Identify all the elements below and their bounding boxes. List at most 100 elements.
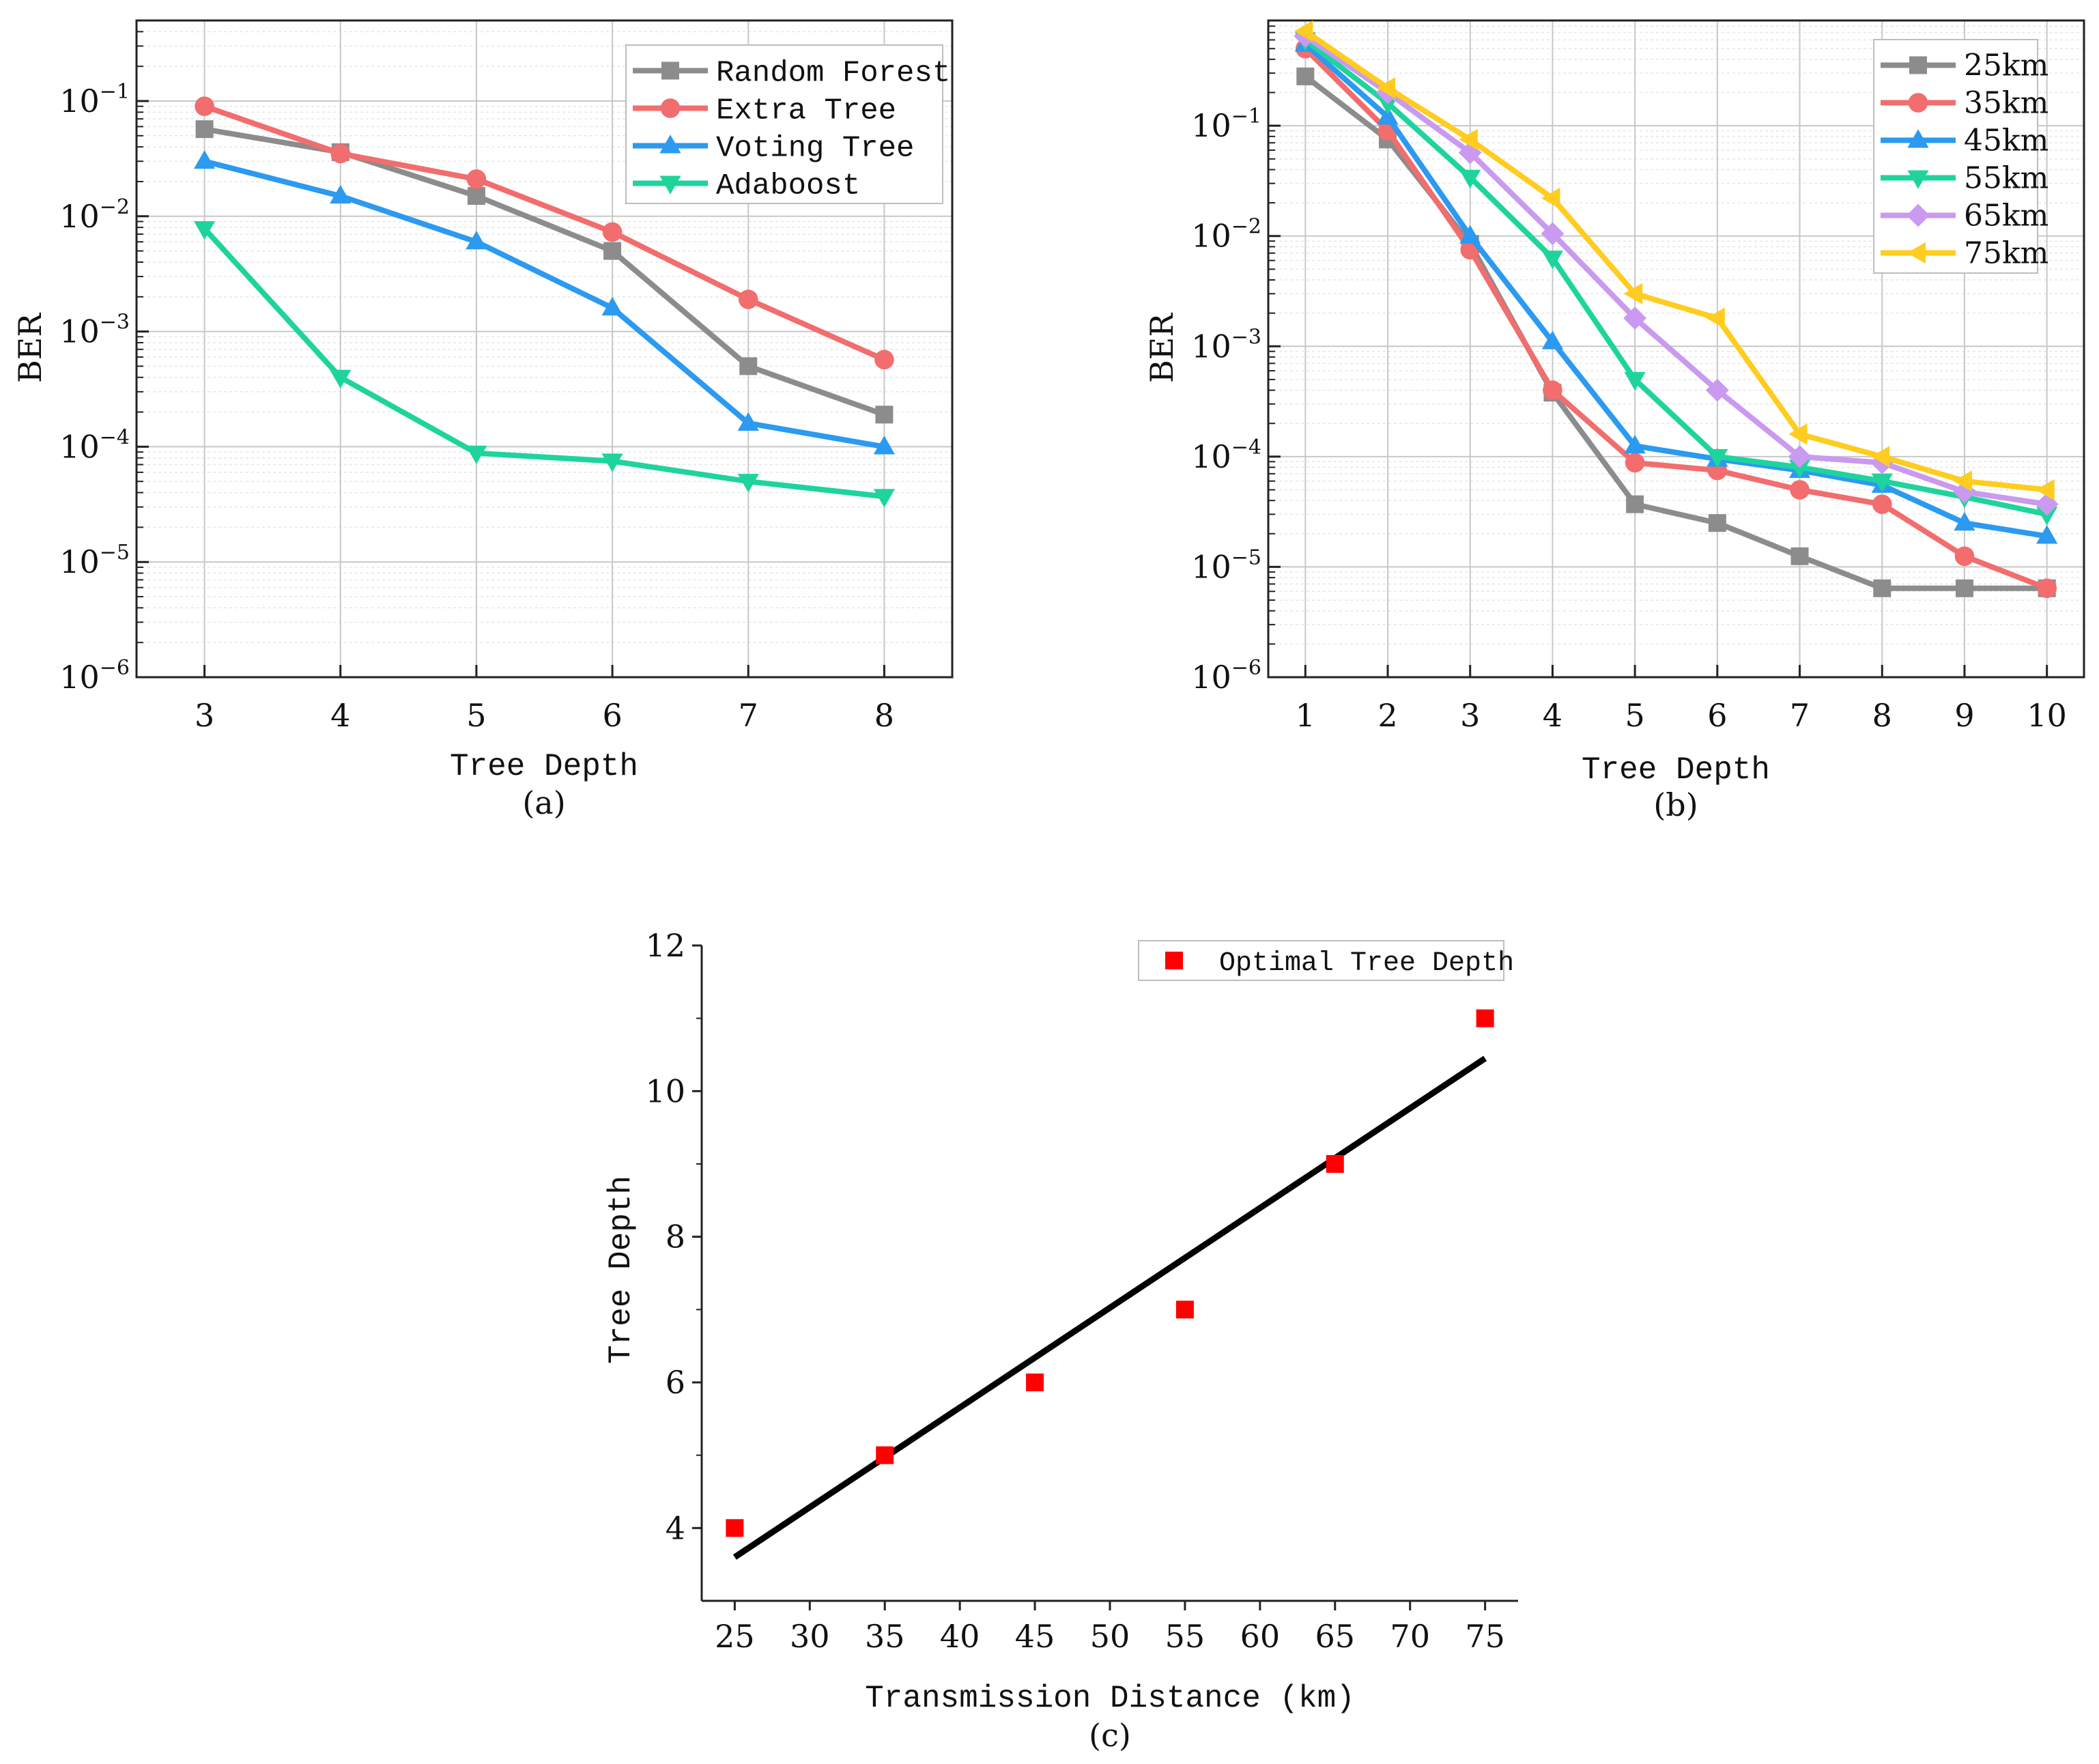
data-point [2036,525,2058,544]
legend-box [1138,940,1504,981]
data-point [330,369,352,389]
x-tick-label: 45 [1015,1618,1055,1655]
chart-panel-a: 10−6 10−5 10−4 10−3 10−2 10−1 3 4 5 6 7 8 Random Fo… [12,19,954,821]
data-point [1377,106,1399,125]
data-point [1788,423,1808,445]
series [193,96,896,508]
x-tick-label: 5 [466,697,486,734]
data-point [603,242,622,260]
data-point [1376,77,1396,99]
data-point [1458,141,1482,165]
y-tick-label: 4 [666,1509,685,1546]
x-tick-label: 40 [940,1618,980,1655]
data-point [1541,330,1564,350]
legend-marker [1907,170,1929,189]
legend-label: 45km [1964,124,2048,158]
x-tick-label: 65 [1315,1618,1356,1655]
data-point [1543,380,1562,400]
data-point [467,187,485,205]
x-axis-label: Transmission Distance (km) [865,1681,1355,1716]
data-point [466,169,487,189]
legend-label: Optimal Tree Depth [1219,948,1514,979]
data-point [874,350,894,370]
legend-marker [1165,952,1183,969]
data-point [1326,1155,1344,1173]
data-point [1954,546,1975,567]
series-line [202,227,885,500]
legend-label: 35km [1964,86,2048,121]
x-tick-label: 60 [1240,1618,1281,1655]
x-axis-label: Tree Depth [1582,752,1770,788]
y-tick-label: 10−6 [59,656,130,696]
data-point [1459,128,1478,150]
data-point [466,230,487,250]
y-tick-label: 10−1 [59,80,130,119]
data-point [330,184,352,204]
x-tick-label: 9 [1954,697,1974,734]
data-point [2036,507,2058,526]
fit-line [732,1055,1487,1560]
data-point [195,96,214,117]
legend-label: 55km [1964,161,2048,196]
x-tick-label: 25 [715,1618,755,1655]
y-tick-label: 8 [666,1219,685,1255]
data-point [737,474,759,493]
x-tick-label: 55 [1165,1618,1205,1655]
legend-label: 75km [1964,236,2048,271]
data-point [1459,225,1481,244]
data-point [1541,187,1560,210]
x-tick-label: 7 [1790,697,1810,734]
data-point [1871,473,1893,492]
data-point [875,406,894,424]
data-point [1953,470,1973,492]
y-tick-label: 10−2 [59,195,130,235]
series [1294,20,2059,599]
x-tick-label: 35 [865,1618,905,1655]
data-point [601,296,623,316]
x-tick-label: 1 [1296,697,1315,734]
y-tick-label: 10−5 [1191,545,1261,585]
series-line [1304,33,2048,507]
x-axis-label: Tree Depth [450,749,638,784]
y-tick-label: 10−1 [1191,104,1261,144]
data-point [739,357,758,375]
axis-ticks: 10−6 10−5 10−4 10−3 10−2 10−1 1 2 3 4 5 6 7 8 9 10 [1191,25,2067,734]
legend-label: Adaboost [716,169,860,203]
y-tick-label: 10 [645,1072,685,1109]
y-tick-label: 12 [645,927,685,964]
data-point [1871,446,1890,468]
y-tick-label: 10−6 [1191,656,1261,696]
axes [700,945,1518,1602]
y-axis-label: BER [12,313,48,383]
data-point [2037,578,2057,599]
data-point [737,412,759,431]
data-point [1541,222,1565,246]
series-line [203,103,886,362]
data-point [1541,251,1564,270]
series-line [1303,46,2048,591]
x-tick-label: 3 [1460,697,1480,734]
x-tick-label: 6 [1707,697,1727,734]
series-line [1304,29,2048,493]
chart-panel-b: 10−6 10−5 10−4 10−3 10−2 10−1 1 2 3 4 5 6 7 8 9 10 25km… [1143,19,2085,823]
x-tick-label: 4 [1543,697,1562,734]
data-point [1872,494,1892,514]
x-tick-label: 30 [790,1618,830,1655]
x-tick-label: 4 [330,697,350,734]
series-line [203,158,885,450]
x-tick-label: 6 [602,697,622,734]
x-tick-label: 5 [1625,697,1645,734]
y-axis-label: Tree Depth [603,1176,639,1364]
y-tick-label: 10−5 [59,541,130,580]
data-point [1624,371,1646,391]
panel-caption: (b) [1653,786,1698,823]
legend-marker [1908,93,1928,113]
data-point [1623,307,1647,330]
data-point [1624,434,1646,454]
plot-frame [1267,19,2085,679]
y-tick-label: 10−3 [1191,325,1261,365]
y-tick-label: 6 [666,1364,685,1401]
data-point [1026,1374,1044,1391]
data-point [1296,67,1315,85]
